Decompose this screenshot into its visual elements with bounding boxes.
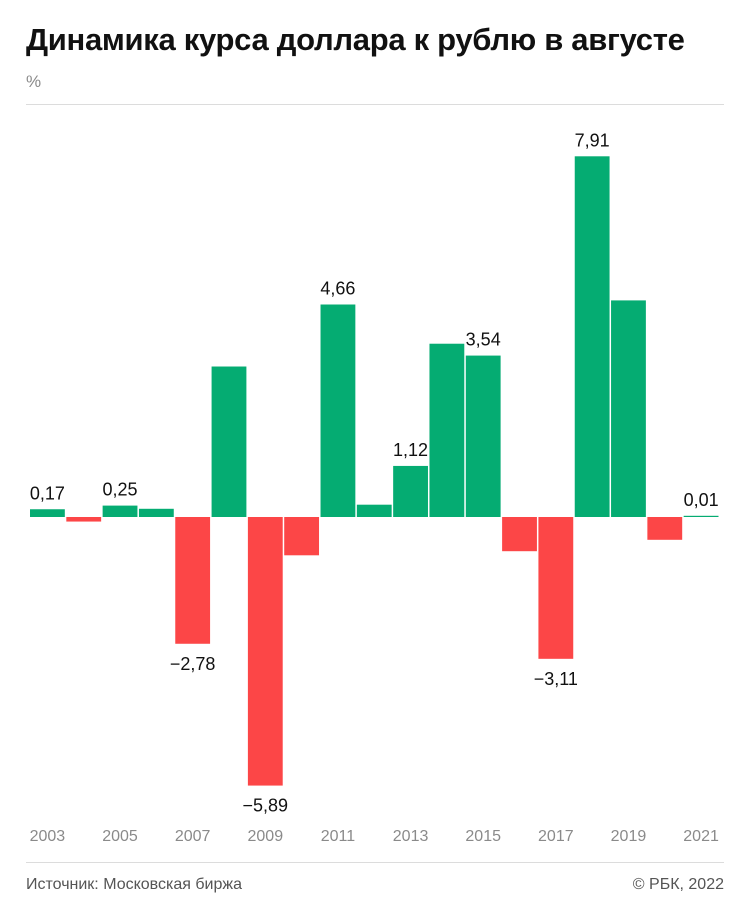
bar-2018 [574, 156, 610, 518]
bar-2011 [320, 304, 356, 517]
x-tick-label-2015: 2015 [465, 828, 501, 845]
bar-2021 [683, 515, 719, 517]
bar-2004 [66, 517, 102, 522]
data-label-2003: 0,17 [30, 483, 65, 503]
bar-2009 [247, 517, 283, 786]
bar-2014 [429, 343, 465, 517]
bar-2007 [175, 517, 211, 644]
data-label-2009: −5,89 [243, 796, 289, 816]
bar-2008 [211, 366, 247, 517]
data-label-2018: 7,91 [575, 130, 610, 150]
data-label-2021: 0,01 [684, 490, 719, 510]
unit-label: % [26, 72, 42, 91]
x-tick-label-2005: 2005 [102, 828, 138, 845]
data-label-2015: 3,54 [466, 330, 501, 350]
top-divider [26, 104, 724, 105]
chart-title: Динамика курса доллара к рублю в августе [26, 22, 685, 57]
bar-2013 [393, 465, 428, 517]
data-label-2005: 0,25 [103, 480, 138, 500]
bar-2012 [356, 504, 392, 517]
bar-2015 [465, 355, 501, 517]
data-label-2011: 4,66 [320, 279, 355, 299]
bar-2019 [611, 300, 646, 517]
bar-2006 [138, 508, 174, 517]
bar-2005 [102, 505, 138, 517]
bar-2010 [284, 517, 320, 556]
bottom-divider [26, 862, 724, 863]
data-label-2013: 1,12 [393, 440, 428, 460]
x-tick-label-2013: 2013 [393, 828, 429, 845]
source-note: Источник: Московская биржа [26, 876, 242, 893]
bar-2017 [538, 517, 574, 659]
x-tick-label-2009: 2009 [248, 828, 284, 845]
bar-2003 [30, 509, 65, 517]
x-tick-label-2007: 2007 [175, 828, 211, 845]
x-tick-label-2011: 2011 [321, 828, 356, 845]
bar-2020 [647, 517, 683, 540]
data-label-2017: −3,11 [534, 669, 578, 689]
x-tick-label-2019: 2019 [611, 828, 647, 845]
x-tick-label-2021: 2021 [683, 828, 719, 845]
data-label-2007: −2,78 [170, 654, 216, 674]
x-tick-label-2017: 2017 [538, 828, 574, 845]
bar-chart: 0,17 2003 0,25 2005 −2,78 2007 −5,89 2009 4,66 20… [30, 130, 719, 845]
x-tick-label-2003: 2003 [30, 828, 66, 845]
copyright-note: © РБК, 2022 [632, 876, 724, 893]
bar-2016 [502, 517, 537, 552]
